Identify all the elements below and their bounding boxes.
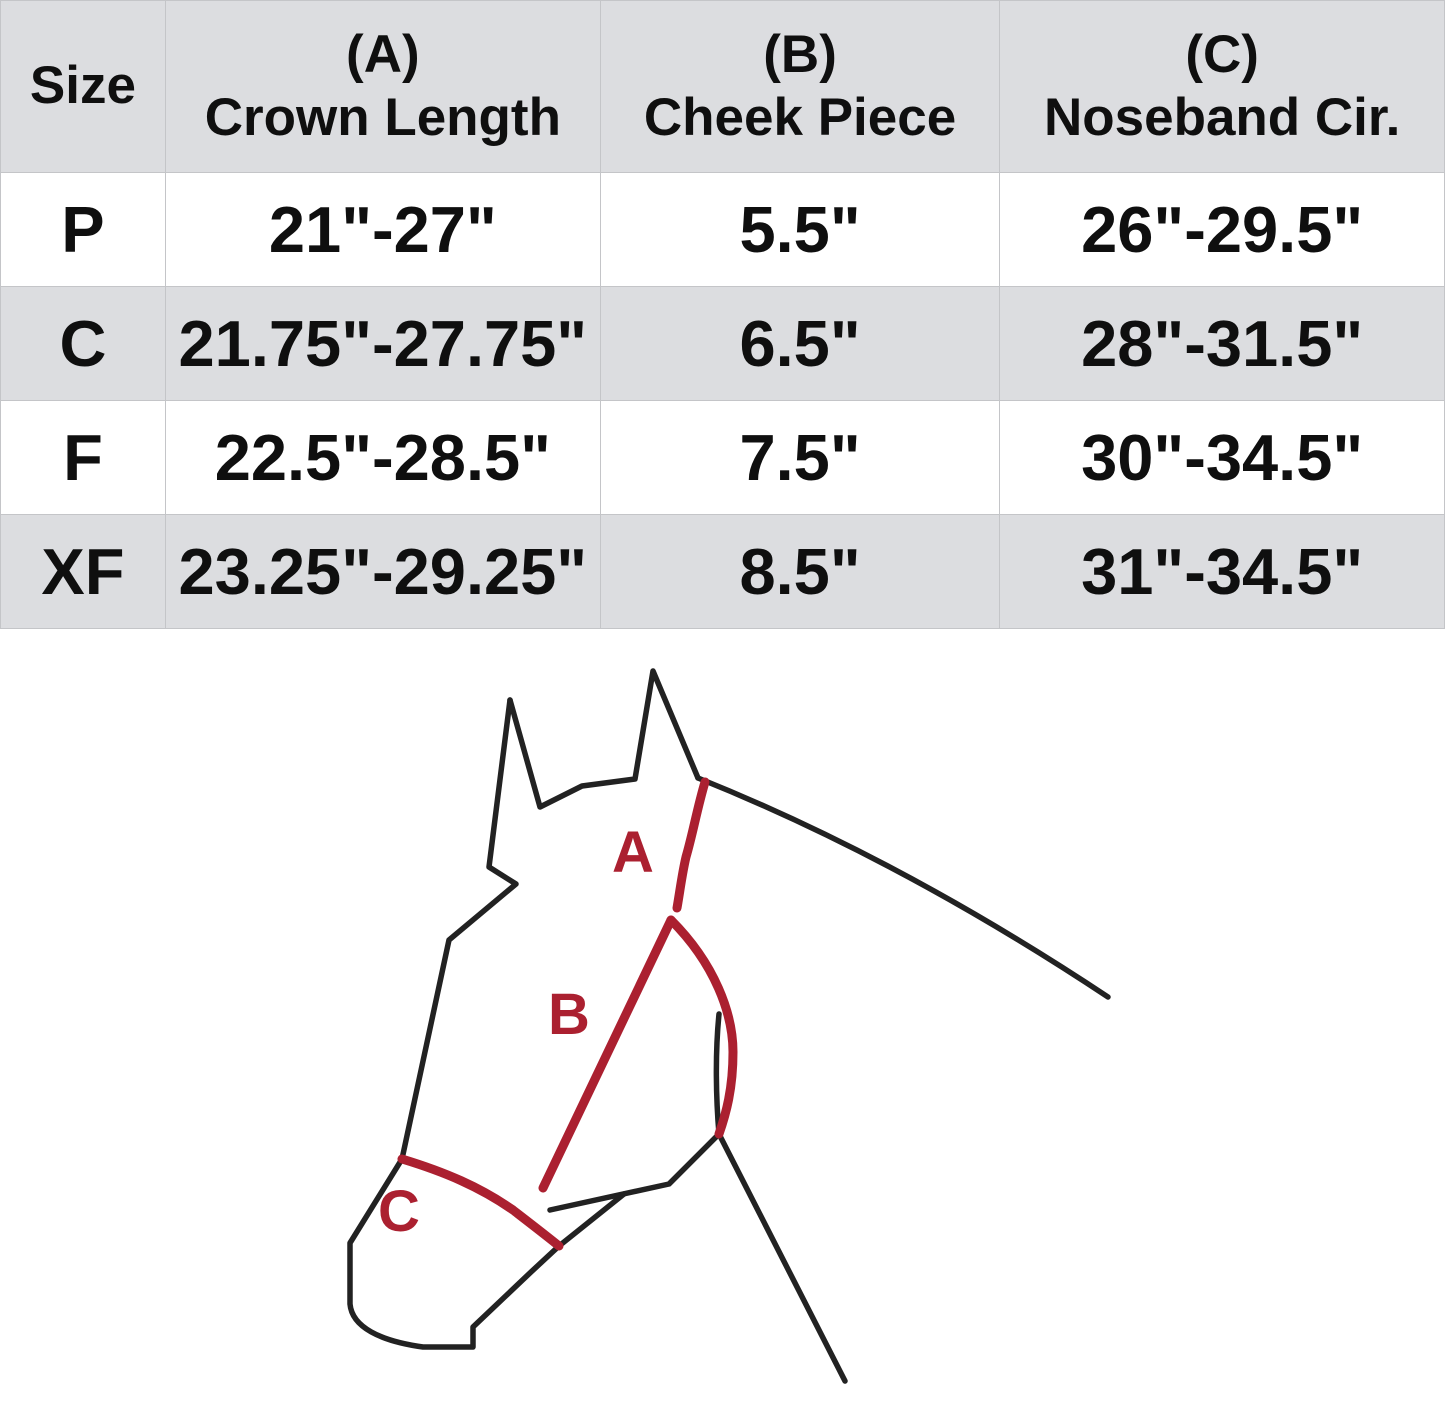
svg-text:B: B <box>548 982 590 1047</box>
svg-text:C: C <box>378 1179 420 1244</box>
svg-text:A: A <box>612 820 654 885</box>
